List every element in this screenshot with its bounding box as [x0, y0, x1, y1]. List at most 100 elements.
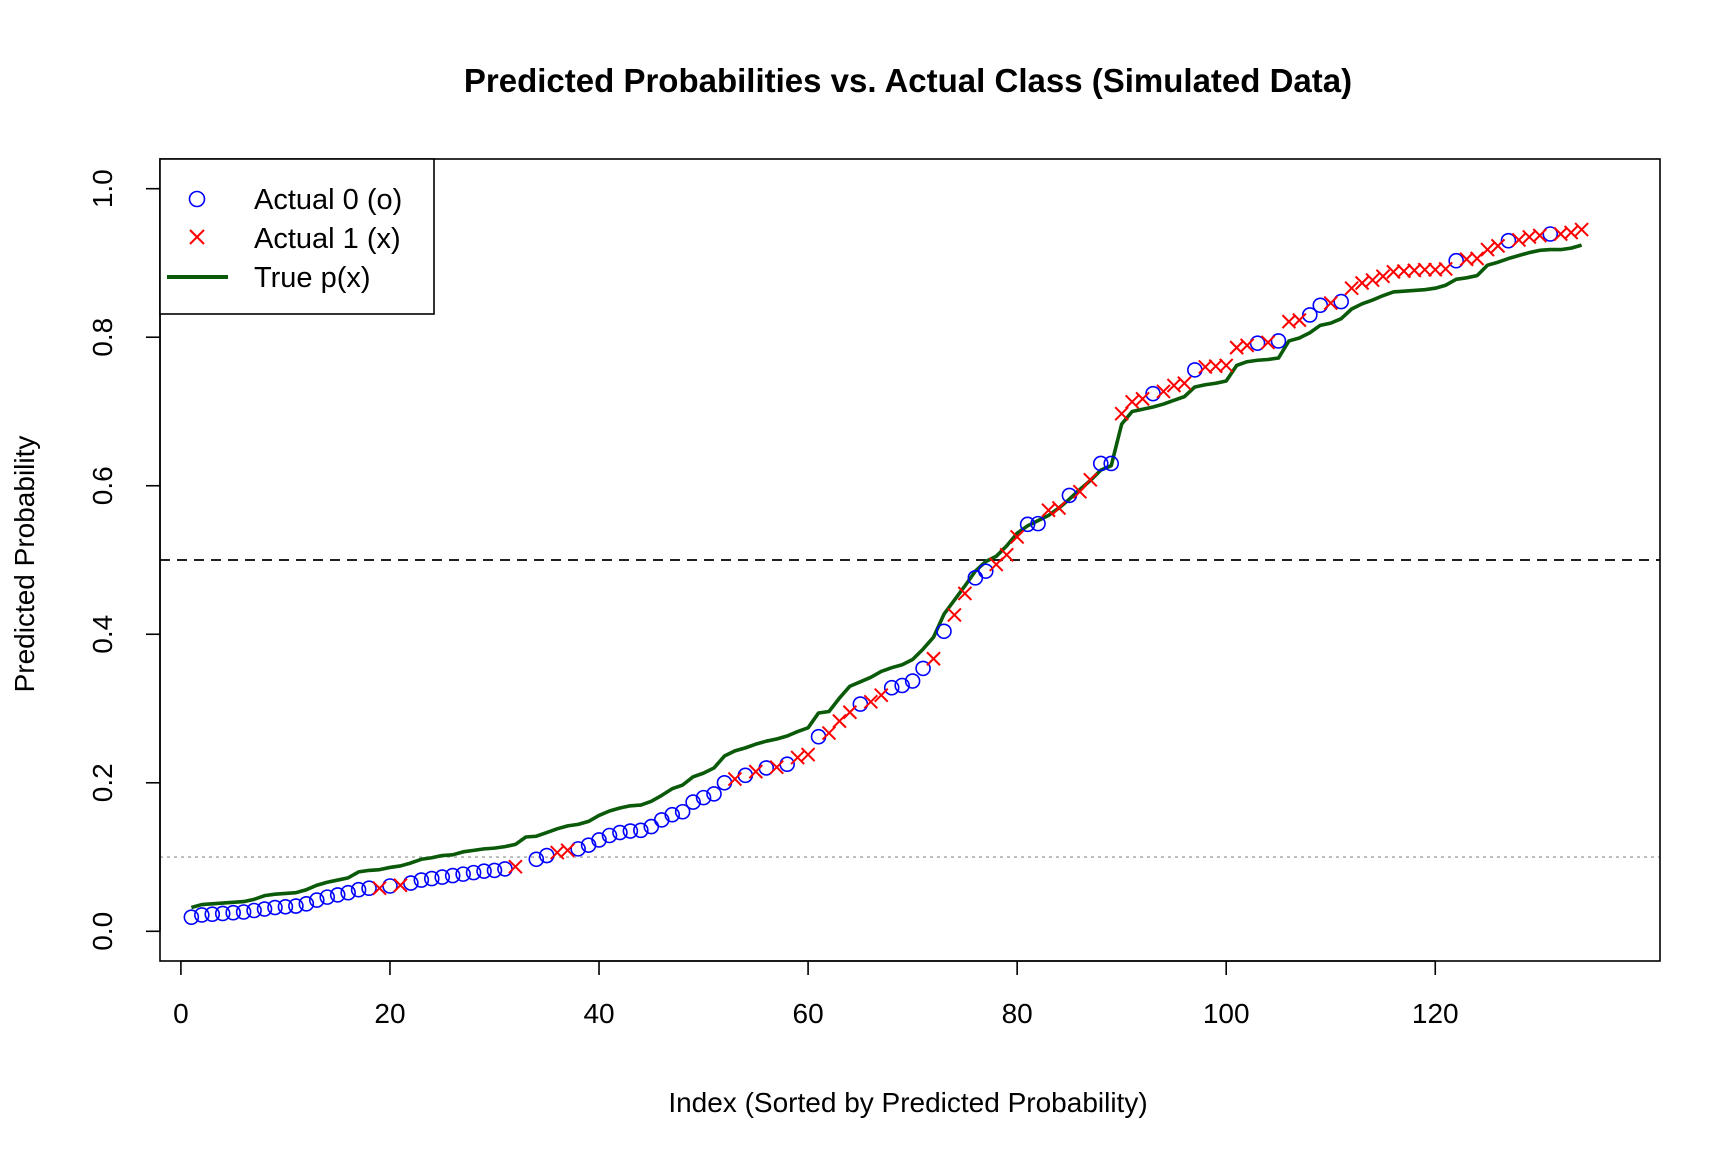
point-actual-0: [936, 623, 952, 640]
point-actual-0: [1103, 455, 1120, 472]
cross-stroke: [1041, 503, 1056, 518]
point-actual-1: [1375, 269, 1391, 284]
point-actual-1: [372, 881, 387, 896]
cross-stroke: [1532, 228, 1547, 243]
point-actual-0: [570, 841, 586, 857]
point-actual-1: [1365, 272, 1380, 288]
x-axis: 0 20 40 60 80 100 120: [173, 960, 1459, 1029]
legend-label-true-p: True p(x): [254, 262, 371, 294]
cross-stroke: [1166, 378, 1182, 393]
cross-stroke: [1229, 340, 1244, 355]
cross-stroke: [1124, 394, 1140, 410]
point-actual-1: [1292, 312, 1307, 328]
cross-stroke: [393, 878, 408, 893]
cross-stroke: [1428, 262, 1443, 277]
point-actual-1: [842, 705, 858, 720]
point-actual-0: [298, 896, 315, 912]
point-actual-0: [601, 827, 618, 844]
cross-stroke: [1323, 295, 1338, 311]
point-actual-1: [393, 878, 408, 893]
y-tick-label: 1.0: [87, 169, 118, 208]
cross-stroke: [947, 607, 962, 623]
point-actual-0: [183, 909, 200, 925]
cross-stroke: [1135, 391, 1150, 407]
point-actual-1: [1511, 232, 1527, 248]
point-actual-1: [748, 764, 764, 779]
point-actual-0: [528, 851, 545, 868]
point-actual-0: [413, 872, 430, 888]
point-actual-0: [361, 880, 377, 897]
marker-layer: [183, 222, 1589, 925]
cross-stroke: [1260, 335, 1276, 350]
cross-stroke: [1114, 406, 1129, 421]
cross-stroke: [1480, 242, 1495, 257]
cross-stroke: [842, 705, 858, 720]
point-actual-1: [727, 771, 743, 787]
point-actual-1: [1177, 376, 1192, 391]
cross-stroke: [1051, 500, 1067, 516]
point-actual-0: [883, 679, 900, 696]
cross-stroke: [727, 771, 743, 787]
point-actual-0: [633, 822, 649, 839]
point-actual-1: [1532, 228, 1547, 243]
point-actual-0: [622, 823, 639, 839]
x-axis-label: Index (Sorted by Predicted Probability): [668, 1087, 1147, 1118]
point-actual-1: [957, 586, 973, 601]
point-actual-0: [486, 862, 503, 879]
point-actual-0: [225, 904, 241, 921]
point-actual-0: [695, 789, 712, 806]
y-tick-label: 0.6: [87, 466, 118, 505]
point-actual-1: [1323, 295, 1338, 311]
x-tick-label: 0: [173, 998, 189, 1029]
y-tick-label: 0.8: [87, 318, 118, 357]
x-tick-label: 120: [1412, 998, 1459, 1029]
cross-stroke: [1574, 222, 1589, 237]
point-actual-1: [926, 651, 941, 666]
point-actual-1: [1114, 406, 1129, 421]
x-tick-label: 60: [793, 998, 824, 1029]
point-actual-1: [1124, 394, 1140, 410]
cross-stroke: [1396, 263, 1412, 279]
cross-stroke: [550, 845, 565, 860]
cross-stroke: [748, 764, 764, 779]
cross-stroke: [1407, 263, 1422, 278]
cross-stroke: [957, 586, 973, 601]
point-actual-1: [874, 687, 889, 703]
point-actual-1: [1260, 335, 1276, 350]
point-actual-0: [1019, 516, 1036, 533]
point-actual-1: [1051, 500, 1067, 516]
legend-box: [159, 158, 435, 315]
point-actual-0: [1302, 307, 1318, 323]
x-tick-label: 80: [1002, 998, 1033, 1029]
point-actual-0: [904, 673, 921, 689]
point-actual-1: [1354, 275, 1370, 291]
cross-stroke: [1177, 376, 1192, 391]
point-actual-0: [894, 677, 910, 694]
point-actual-0: [288, 898, 304, 914]
point-actual-1: [769, 759, 784, 775]
cross-stroke: [1438, 261, 1453, 277]
cross-stroke: [1156, 384, 1171, 399]
point-actual-0: [1092, 455, 1109, 472]
point-actual-1: [1480, 242, 1495, 257]
x-tick-label: 20: [374, 998, 405, 1029]
point-actual-1: [821, 725, 837, 741]
chart-title: Predicted Probabilities vs. Actual Class…: [464, 62, 1352, 99]
cross-stroke: [1459, 252, 1474, 267]
true-p-line: [190, 243, 1583, 910]
point-actual-1: [790, 750, 805, 765]
point-actual-0: [329, 887, 346, 903]
point-actual-0: [1333, 293, 1349, 310]
cross-stroke: [1292, 312, 1307, 328]
point-actual-1: [1469, 251, 1485, 266]
point-actual-0: [664, 806, 680, 823]
cross-stroke: [560, 843, 575, 858]
point-actual-0: [674, 803, 691, 820]
cross-stroke: [1511, 232, 1527, 248]
point-actual-0: [444, 867, 461, 884]
point-actual-1: [863, 694, 879, 710]
cross-stroke: [863, 694, 879, 710]
cross-stroke: [1354, 275, 1370, 291]
point-actual-1: [1563, 225, 1579, 240]
